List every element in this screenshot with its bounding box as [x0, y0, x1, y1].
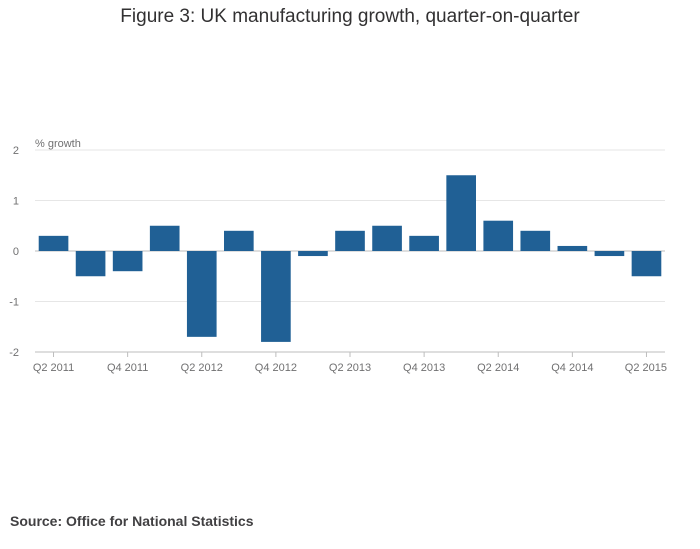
source-note: Source: Office for National Statistics — [10, 513, 254, 529]
x-tick-label: Q2 2013 — [329, 362, 371, 374]
y-tick-label: 2 — [13, 145, 19, 157]
x-tick-label: Q2 2015 — [625, 362, 667, 374]
bar[interactable] — [298, 251, 328, 257]
bar[interactable] — [594, 251, 625, 257]
bar[interactable] — [631, 251, 662, 277]
bar[interactable] — [261, 251, 291, 342]
bars — [38, 175, 662, 342]
bar[interactable] — [520, 230, 551, 251]
x-axis: Q2 2011 Q4 2011 Q2 2012 Q4 2012 Q2 2013 Q4 20… — [33, 351, 667, 374]
y-tick-label: -2 — [9, 347, 19, 359]
x-tick-label: Q2 2012 — [181, 362, 223, 374]
chart-title: Figure 3: UK manufacturing growth, quart… — [120, 6, 580, 27]
bar[interactable] — [38, 235, 69, 251]
bar[interactable] — [75, 251, 106, 277]
y-axis-label: % growth — [35, 138, 81, 150]
bar[interactable] — [186, 251, 217, 337]
bar[interactable] — [149, 225, 180, 251]
bar[interactable] — [372, 225, 402, 251]
bar[interactable] — [224, 230, 254, 251]
y-tick-label: 0 — [13, 246, 19, 258]
bar[interactable] — [483, 220, 514, 251]
x-tick-label: Q4 2014 — [551, 362, 593, 374]
x-tick-label: Q4 2013 — [403, 362, 445, 374]
bar[interactable] — [409, 235, 439, 251]
bar[interactable] — [335, 230, 365, 251]
y-tick-label: -1 — [9, 297, 19, 309]
bar[interactable] — [446, 175, 476, 251]
x-tick-label: Q2 2011 — [33, 362, 74, 374]
x-tick-label: Q2 2014 — [477, 362, 519, 374]
bar[interactable] — [557, 245, 588, 251]
x-tick-label: Q4 2012 — [255, 362, 297, 374]
y-tick-label: 1 — [13, 196, 19, 208]
x-tick-label: Q4 2011 — [107, 362, 148, 374]
y-axis: 2 1 0 -1 -2 — [9, 145, 19, 359]
bar[interactable] — [112, 251, 143, 272]
